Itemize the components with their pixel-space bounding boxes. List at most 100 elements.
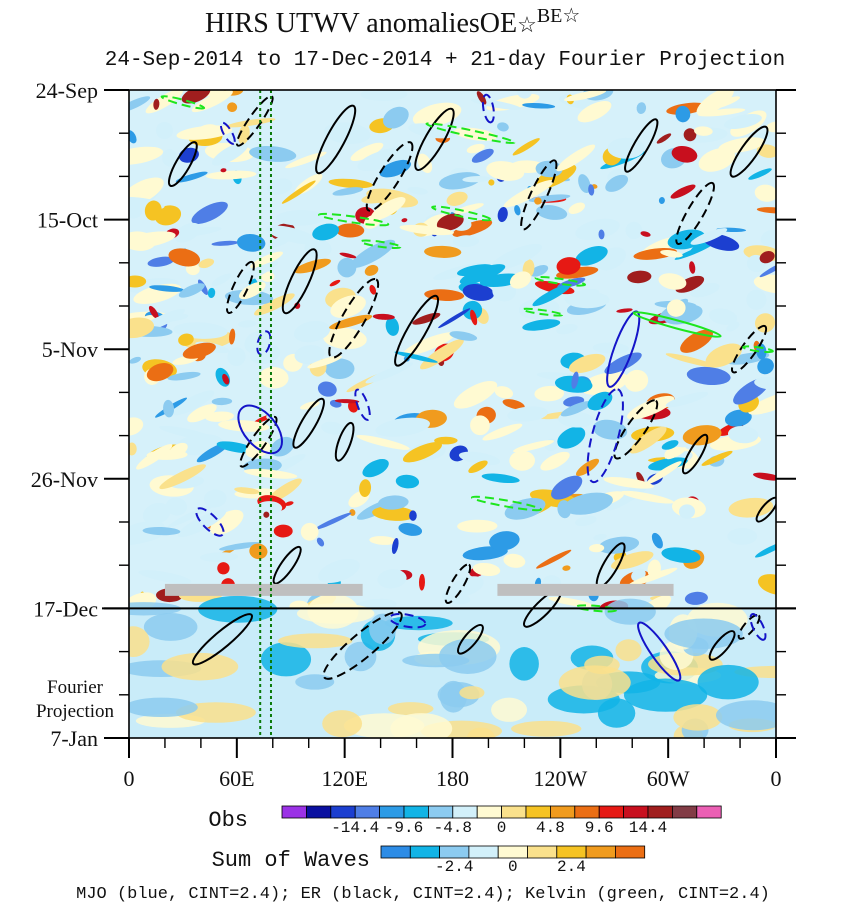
anomaly-blob	[509, 450, 536, 471]
projection-blob	[344, 641, 377, 672]
anomaly-blob	[129, 317, 155, 339]
anomaly-blob	[147, 256, 175, 267]
anomaly-blob	[645, 461, 682, 485]
anomaly-blob	[466, 143, 485, 154]
projection-blob	[509, 647, 539, 681]
projection-blob	[322, 710, 363, 738]
wave-contour-er	[322, 610, 403, 680]
anomaly-blob	[366, 188, 419, 208]
anomaly-blob	[551, 475, 583, 500]
anomaly-blob	[211, 273, 232, 287]
projection-blob	[558, 665, 631, 700]
wave-contour-kelvin	[425, 122, 516, 144]
wave-contour-er	[755, 496, 776, 523]
anomaly-blob	[488, 179, 495, 186]
anomaly-blob	[369, 536, 397, 545]
anomaly-blob	[217, 562, 230, 575]
anomaly-blob	[468, 460, 488, 474]
anomaly-blob	[684, 591, 708, 605]
anomaly-blob	[620, 490, 674, 504]
plot-area	[129, 90, 776, 738]
anomaly-blob	[418, 573, 425, 591]
wave-contour-kelvin	[534, 276, 587, 287]
wave-contour-er	[708, 630, 736, 661]
anomaly-blob	[153, 313, 189, 322]
x-tick-label: 120E	[321, 766, 367, 791]
anomaly-blob	[227, 347, 246, 366]
anomaly-blob	[182, 342, 216, 359]
anomaly-blob	[571, 371, 579, 389]
anomaly-blob	[678, 504, 695, 519]
wave-contour-kelvin	[431, 205, 492, 222]
anomaly-blob	[624, 369, 649, 392]
anomaly-blob	[627, 270, 652, 284]
anomaly-blob	[237, 320, 257, 328]
anomaly-blob	[446, 191, 468, 206]
anomaly-blob	[723, 113, 762, 129]
missing-data-bar	[164, 583, 363, 596]
anomaly-blob	[401, 218, 408, 223]
colorbar-swatch	[476, 805, 503, 819]
anomaly-blob	[564, 288, 600, 303]
anomaly-blob	[159, 425, 213, 440]
colorbar-swatch	[439, 845, 470, 859]
anomaly-blob	[249, 543, 268, 560]
anomaly-blob	[759, 260, 776, 278]
anomaly-blob	[671, 145, 698, 163]
anomaly-blob	[665, 353, 717, 368]
anomaly-blob	[658, 273, 687, 290]
anomaly-blob	[273, 524, 293, 538]
anomaly-blob	[453, 381, 498, 409]
anomaly-blob	[339, 252, 357, 259]
anomaly-blob	[490, 243, 542, 271]
anomaly-blob	[453, 127, 497, 141]
colorbar-tick-label: -2.4	[435, 858, 473, 876]
anomaly-blob	[462, 176, 491, 183]
projection-blob	[716, 700, 776, 731]
anomaly-blob	[220, 168, 227, 173]
anomaly-blob	[636, 102, 647, 114]
anomaly-blob	[285, 151, 327, 169]
y-tick-label: 15-Oct	[37, 208, 98, 233]
anomaly-blob	[640, 231, 651, 237]
anomaly-blob	[616, 308, 633, 313]
wave-contour-mjo	[388, 613, 427, 629]
anomaly-blob	[329, 279, 341, 287]
projection-blob	[467, 727, 495, 738]
anomaly-blob	[142, 526, 181, 536]
colorbar-tick-label: 2.4	[557, 858, 586, 876]
anomaly-blob	[759, 251, 775, 264]
anomaly-blob	[267, 178, 293, 195]
reference-longitude-lines	[259, 90, 272, 738]
anomaly-blob	[370, 197, 406, 221]
anomaly-blob	[256, 501, 283, 515]
projection-blob	[161, 652, 239, 681]
wave-contour-mjo	[237, 404, 283, 455]
y-tick-label: 5-Nov	[42, 337, 98, 362]
anomaly-blob	[198, 258, 215, 269]
anomaly-blob	[187, 404, 217, 423]
anomaly-blob	[580, 372, 629, 395]
colorbar-tick-label: 9.6	[585, 819, 614, 837]
anomaly-blob	[211, 142, 249, 166]
anomaly-blob	[625, 221, 643, 240]
anomaly-blob	[592, 342, 629, 354]
chart-title: HIRS UTWV anomaliesOE☆BE☆	[205, 5, 580, 39]
colorbar-tick-label: -9.6	[385, 819, 423, 837]
anomaly-blob	[222, 373, 230, 385]
anomaly-blob	[470, 415, 490, 436]
anomaly-blob	[534, 385, 565, 402]
projection-blob	[459, 686, 485, 700]
colorbar-swatch	[525, 805, 551, 819]
anomaly-blob	[587, 391, 613, 411]
wave-contour-kelvin	[742, 345, 774, 354]
anomaly-blob	[284, 501, 294, 506]
anomaly-blob	[281, 180, 316, 204]
anomaly-blob	[377, 569, 407, 589]
wave-contours	[160, 93, 776, 682]
wave-contour-mjo	[195, 507, 225, 537]
anomaly-blob	[225, 118, 276, 128]
anomaly-blob	[378, 495, 409, 510]
anomaly-blob	[267, 375, 287, 388]
